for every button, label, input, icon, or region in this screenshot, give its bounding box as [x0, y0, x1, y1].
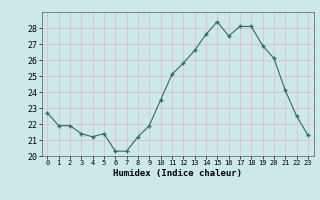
X-axis label: Humidex (Indice chaleur): Humidex (Indice chaleur)	[113, 169, 242, 178]
